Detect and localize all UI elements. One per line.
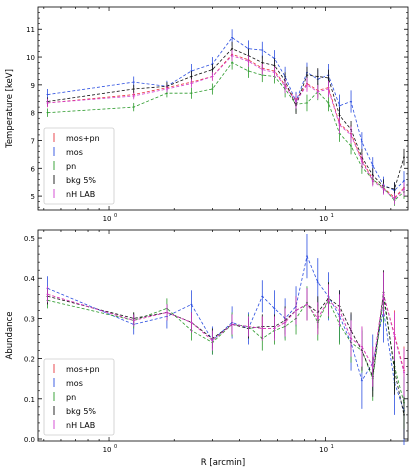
y-tick-label: 0.0 [24,436,35,444]
y-tick-label: 10 [26,54,35,62]
x-axis-label: R [arcmin] [201,458,245,467]
y-tick-label: 0.4 [24,275,36,283]
legend-label: mos+pn [66,134,100,143]
legend-box [43,127,115,205]
y-tick-label: 11 [26,26,35,34]
y-axis-label: Abundance [5,312,15,360]
y-tick-label: 0.1 [24,396,35,404]
y-tick-label: 5 [31,193,35,201]
legend-label: bkg 5% [66,176,96,185]
x-tick-exponent: 1 [331,444,334,450]
x-tick-label: 10 [319,215,328,223]
y-tick-label: 9 [31,82,35,90]
x-tick-label: 10 [103,215,112,223]
legend-label: mos+pn [66,365,100,374]
axes-frame [37,6,409,211]
legend-label: nH LAB [66,190,95,199]
y-tick-label: 0.2 [24,356,35,364]
y-tick-label: 8 [31,110,35,118]
y-tick-label: 7 [31,137,35,145]
y-tick-label: 0.3 [24,315,35,323]
x-tick-exponent: 0 [114,444,117,450]
y-tick-label: 0.5 [24,235,35,243]
y-tick-label: 6 [31,165,36,173]
legend-label: bkg 5% [66,407,96,416]
legend-label: pn [66,162,76,171]
legend-label: mos [66,379,83,388]
legend-label: pn [66,393,76,402]
x-tick-label: 10 [103,446,112,454]
x-tick-exponent: 1 [331,213,334,219]
series-line [47,55,405,200]
series-line [47,292,405,415]
legend-label: nH LAB [66,421,95,430]
series-line [47,293,405,373]
legend-label: mos [66,148,83,157]
x-tick-exponent: 0 [114,213,117,219]
x-tick-label: 10 [319,446,328,454]
y-axis-label: Temperature [keV] [5,69,15,149]
series-line [47,53,405,199]
legend-box [43,358,115,436]
axes-frame [37,229,409,442]
